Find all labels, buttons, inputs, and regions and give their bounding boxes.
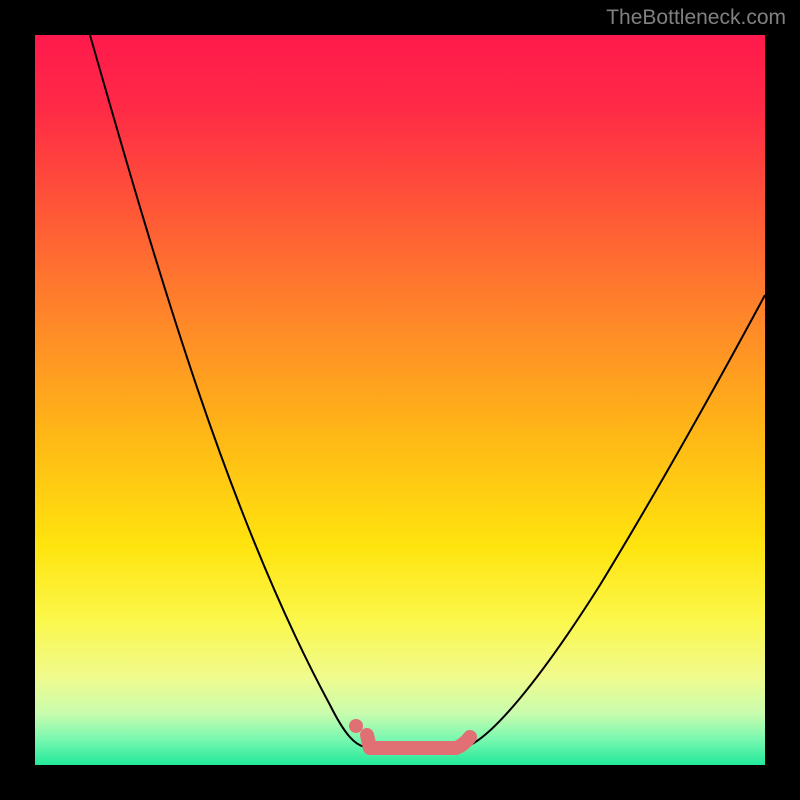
watermark-text: TheBottleneck.com	[606, 6, 786, 30]
heat-gradient-area	[35, 35, 765, 765]
marker-start-dot	[349, 719, 363, 733]
chart-canvas: TheBottleneck.com	[0, 0, 800, 800]
bottleneck-curve-chart	[0, 0, 800, 800]
